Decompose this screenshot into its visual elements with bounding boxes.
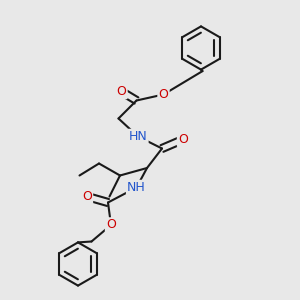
Text: O: O [178, 133, 188, 146]
Text: O: O [82, 190, 92, 203]
Text: NH: NH [127, 181, 146, 194]
Text: O: O [117, 85, 126, 98]
Text: O: O [106, 218, 116, 232]
Text: HN: HN [129, 130, 147, 143]
Text: O: O [159, 88, 168, 101]
